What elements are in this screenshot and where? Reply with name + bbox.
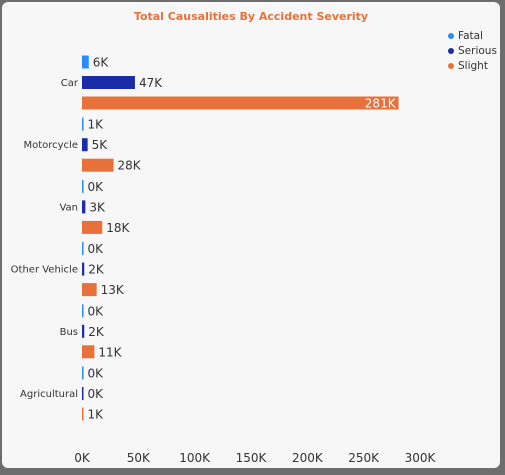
x-tick-label-1: 50K xyxy=(127,451,151,465)
bar-agricultural-serious xyxy=(82,387,84,400)
chart-legend: Fatal Serious Slight xyxy=(448,28,497,73)
category-label-agricultural: Agricultural xyxy=(20,389,78,400)
bar-car-serious xyxy=(82,76,135,89)
data-label-other-vehicle-serious: 2K xyxy=(88,263,105,277)
data-label-bus-slight: 11K xyxy=(98,345,122,359)
bar-other-vehicle-slight xyxy=(82,283,97,297)
data-label-van-serious: 3K xyxy=(89,200,106,214)
bar-agricultural-slight xyxy=(82,407,84,421)
bar-bus-slight xyxy=(82,345,95,359)
category-label-other-vehicle: Other Vehicle xyxy=(11,265,78,276)
data-label-car-fatal: 6K xyxy=(93,56,110,70)
bar-other-vehicle-serious xyxy=(82,262,85,276)
x-tick-label-3: 150K xyxy=(236,451,268,465)
bar-motorcycle-fatal xyxy=(82,117,84,131)
data-label-bus-fatal: 0K xyxy=(88,304,105,318)
legend-swatch-fatal xyxy=(448,32,454,39)
bar-van-fatal xyxy=(82,179,84,193)
data-label-agricultural-serious: 0K xyxy=(88,387,105,401)
legend-item-serious[interactable]: Serious xyxy=(448,43,497,58)
data-label-van-fatal: 0K xyxy=(88,180,105,194)
bar-van-slight xyxy=(82,220,103,234)
legend-item-slight[interactable]: Slight xyxy=(448,58,497,73)
legend-label-serious: Serious xyxy=(458,44,497,57)
x-tick-label-6: 300K xyxy=(405,451,437,465)
x-tick-label-5: 250K xyxy=(348,451,380,465)
legend-label-fatal: Fatal xyxy=(458,29,483,42)
bar-other-vehicle-fatal xyxy=(82,242,84,256)
data-label-motorcycle-fatal: 1K xyxy=(88,118,105,132)
bar-car-fatal xyxy=(82,55,89,69)
legend-swatch-slight xyxy=(448,62,454,69)
data-label-agricultural-fatal: 0K xyxy=(88,367,105,381)
bar-agricultural-fatal xyxy=(82,366,84,380)
bar-bus-fatal xyxy=(82,304,84,318)
x-tick-label-0: 0K xyxy=(74,451,91,465)
data-label-van-slight: 18K xyxy=(106,221,130,235)
chart-title: Total Causalities By Accident Severity xyxy=(133,10,369,23)
bar-motorcycle-serious xyxy=(82,138,88,152)
category-label-van: Van xyxy=(59,202,78,213)
data-label-car-serious: 47K xyxy=(139,76,163,90)
data-label-motorcycle-serious: 5K xyxy=(92,138,109,152)
data-label-agricultural-slight: 1K xyxy=(88,408,105,422)
data-label-motorcycle-slight: 28K xyxy=(118,159,142,173)
x-tick-label-4: 200K xyxy=(292,451,324,465)
data-label-car-slight: 281K xyxy=(365,97,397,111)
legend-label-slight: Slight xyxy=(458,59,488,72)
data-label-other-vehicle-slight: 13K xyxy=(101,283,125,297)
data-label-bus-serious: 2K xyxy=(88,325,105,339)
data-label-other-vehicle-fatal: 0K xyxy=(88,242,105,256)
bar-bus-serious xyxy=(82,324,85,338)
bar-motorcycle-slight xyxy=(82,158,114,172)
legend-swatch-serious xyxy=(448,47,454,54)
x-tick-label-2: 100K xyxy=(179,451,211,465)
category-label-motorcycle: Motorcycle xyxy=(23,140,78,151)
legend-item-fatal[interactable]: Fatal xyxy=(448,28,497,43)
bar-van-serious xyxy=(82,200,86,214)
category-label-bus: Bus xyxy=(60,327,78,338)
category-label-car: Car xyxy=(61,78,79,89)
bar-car-slight xyxy=(82,96,399,110)
